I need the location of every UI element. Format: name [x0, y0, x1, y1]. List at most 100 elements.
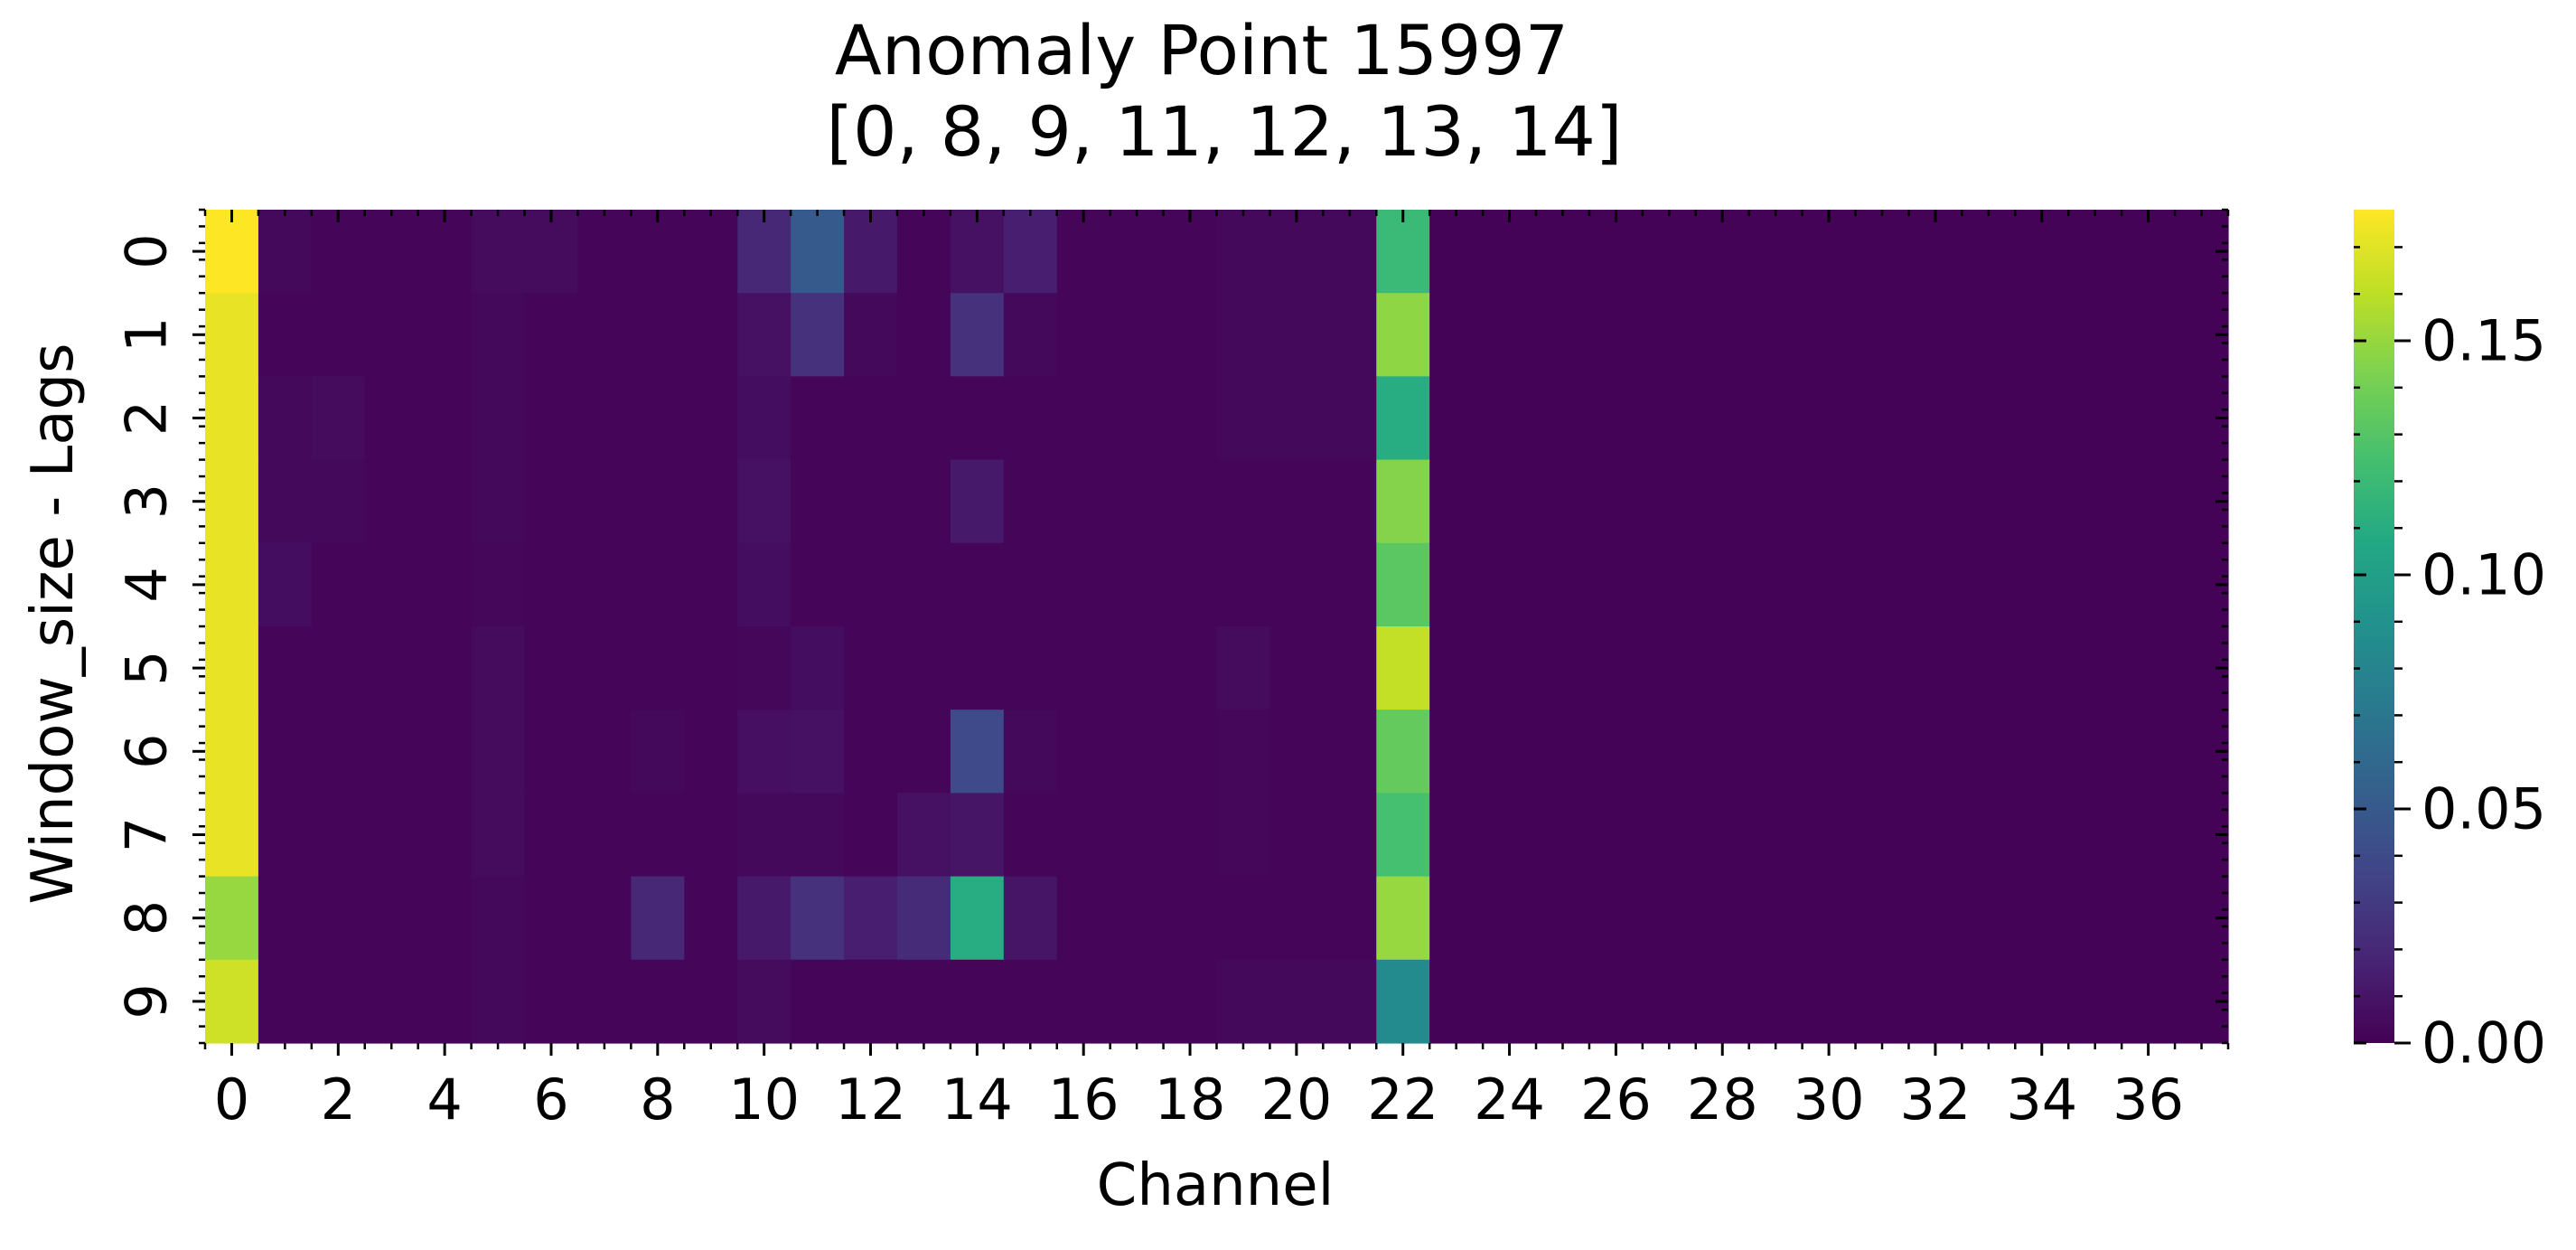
heatmap-cell	[311, 876, 366, 961]
heatmap-cell	[577, 626, 632, 710]
x-tick-labels: 0 2 4 6 8 10 12 14 16 18 20 22 24 26 28 30 32 34 36	[214, 1067, 2184, 1133]
heatmap-cell	[205, 626, 259, 710]
heatmap-cell	[1588, 876, 1644, 961]
heatmap-cell	[417, 376, 473, 461]
heatmap-cell	[311, 710, 366, 794]
heatmap-cell	[1376, 376, 1430, 461]
heatmap-cell	[577, 876, 632, 961]
heatmap-cell	[311, 210, 366, 294]
y-tick-labels: 0 1 2 3 4 5 6 7 8 9	[114, 233, 180, 1019]
y-tick-label: 8	[114, 900, 180, 935]
heatmap-cell	[2122, 376, 2176, 461]
heatmap-cell	[737, 710, 792, 794]
heatmap-cell	[524, 876, 579, 961]
heatmap-cell	[1908, 876, 1962, 961]
heatmap-cell	[205, 710, 259, 794]
heatmap-cell	[311, 459, 366, 544]
heatmap-cell	[1163, 459, 1218, 544]
heatmap-cell	[1802, 710, 1857, 794]
heatmap-cell	[1056, 376, 1111, 461]
heatmap-cell	[1323, 459, 1377, 544]
heatmap-cell	[258, 626, 313, 710]
heatmap-cell	[684, 793, 738, 878]
heatmap-cell	[2122, 542, 2176, 627]
heatmap-cell	[2122, 293, 2176, 377]
heatmap-cell	[1056, 210, 1111, 294]
heatmap-cell	[1056, 293, 1111, 377]
heatmap-cell	[1269, 959, 1324, 1044]
heatmap-cell	[471, 710, 526, 794]
heatmap-cell	[2068, 542, 2122, 627]
heatmap-cell	[844, 459, 898, 544]
heatmap-cell	[1588, 293, 1644, 377]
heatmap-cell	[1588, 626, 1644, 710]
heatmap-cell	[1323, 210, 1377, 294]
heatmap-cell	[1003, 959, 1058, 1044]
heatmap-cell	[2068, 210, 2122, 294]
heatmap-cell	[1642, 626, 1697, 710]
heatmap-cell	[417, 959, 473, 1044]
heatmap-cell	[631, 459, 685, 544]
y-tick-label: 7	[114, 817, 180, 852]
heatmap-cell	[2015, 210, 2069, 294]
heatmap-cell	[950, 876, 1005, 961]
heatmap-cell	[1588, 459, 1644, 544]
heatmap-cell	[1483, 210, 1537, 294]
heatmap-cell	[1588, 710, 1644, 794]
heatmap-cell	[950, 293, 1005, 377]
heatmap-cell	[791, 959, 845, 1044]
heatmap-cell	[1802, 459, 1857, 544]
y-tick-label: 3	[114, 484, 180, 519]
heatmap-cell	[1962, 293, 2016, 377]
heatmap-cell	[1003, 542, 1058, 627]
heatmap-cell	[205, 210, 259, 294]
heatmap-cell	[950, 959, 1005, 1044]
heatmap-cell	[311, 626, 366, 710]
heatmap-cell	[1056, 876, 1111, 961]
heatmap-cell	[1642, 793, 1697, 878]
heatmap-cell	[2015, 459, 2069, 544]
heatmap-cell	[1962, 710, 2016, 794]
heatmap-cell	[1908, 793, 1962, 878]
heatmap-cell	[844, 210, 898, 294]
heatmap-cell	[896, 626, 951, 710]
heatmap-cell	[417, 542, 473, 627]
heatmap-cell	[2015, 710, 2069, 794]
x-tick-label: 24	[1474, 1067, 1545, 1133]
x-axis-label: Channel	[1097, 1152, 1335, 1219]
heatmap-cell	[258, 376, 313, 461]
heatmap-cell	[1376, 210, 1430, 294]
heatmap-cell	[1323, 626, 1377, 710]
heatmap-cell	[950, 376, 1005, 461]
heatmap-cell	[577, 459, 632, 544]
heatmap-cell	[1536, 459, 1590, 544]
heatmap-cell	[1748, 459, 1803, 544]
heatmap-cell	[1163, 959, 1218, 1044]
heatmap-cell	[364, 876, 419, 961]
heatmap-cell	[2015, 542, 2069, 627]
heatmap-cell	[1536, 542, 1590, 627]
heatmap-cell	[1855, 210, 1910, 294]
heatmap-cell	[1483, 376, 1537, 461]
heatmap-cell	[1483, 459, 1537, 544]
heatmap-cell	[1110, 376, 1165, 461]
x-tick-label: 18	[1155, 1067, 1226, 1133]
heatmap-cell	[1483, 293, 1537, 377]
heatmap-cell	[1216, 876, 1271, 961]
heatmap-cell	[1163, 376, 1218, 461]
heatmap-cell	[791, 459, 845, 544]
heatmap-cell	[1908, 210, 1962, 294]
heatmap-cell	[1269, 626, 1324, 710]
heatmap-cell	[844, 376, 898, 461]
heatmap-cell	[1216, 459, 1271, 544]
heatmap-cell	[1429, 876, 1484, 961]
heatmap-cell	[364, 626, 419, 710]
heatmap-cell	[737, 376, 792, 461]
heatmap-cell	[1376, 710, 1430, 794]
heatmap-cell	[364, 542, 419, 627]
heatmap-cell	[1110, 793, 1165, 878]
heatmap-cell	[1483, 626, 1537, 710]
heatmap-cell	[1802, 959, 1857, 1044]
heatmap-cell	[1429, 626, 1484, 710]
heatmap-cell	[524, 710, 579, 794]
